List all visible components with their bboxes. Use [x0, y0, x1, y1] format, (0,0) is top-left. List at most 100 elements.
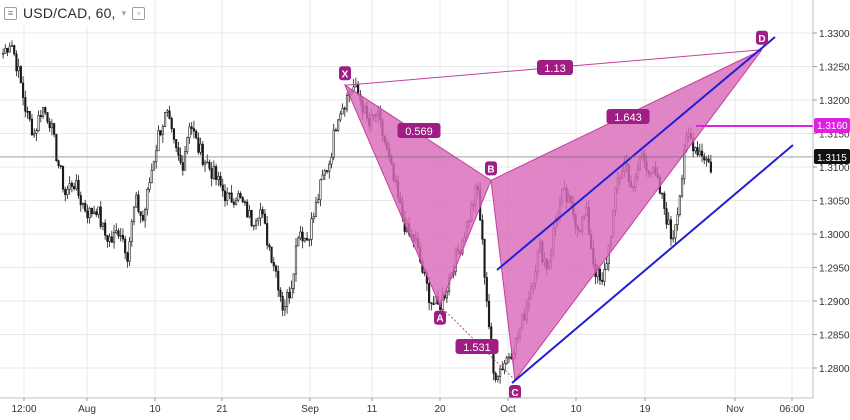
- candle-body: [487, 300, 491, 328]
- price-tick-label: 1.2950: [819, 264, 850, 275]
- candle-body: [188, 126, 191, 139]
- candle-body: [328, 163, 331, 172]
- candle-body: [90, 208, 93, 215]
- candle-body: [73, 186, 76, 190]
- candle-body: [345, 95, 349, 110]
- candle-body: [332, 129, 335, 158]
- candle-body: [110, 236, 113, 243]
- channel-line-upper: [496, 36, 776, 271]
- candle-body: [321, 174, 324, 181]
- price-axis[interactable]: [813, 0, 850, 415]
- ratio-label: 1.531: [463, 342, 491, 354]
- ratio-label-bg: [397, 123, 441, 138]
- candle-body: [13, 45, 16, 55]
- hamburger-icon[interactable]: ≡: [4, 6, 17, 20]
- time-tick-label: 10: [149, 404, 161, 415]
- candle-body: [117, 230, 120, 237]
- candle-body: [698, 150, 701, 156]
- candle-body: [128, 241, 131, 262]
- candle-body: [696, 147, 699, 156]
- candle-body: [104, 222, 107, 236]
- candle-body: [68, 183, 71, 190]
- candle-body: [598, 268, 602, 281]
- candle-body: [263, 213, 266, 224]
- candle-body: [241, 197, 244, 203]
- candle-body: [6, 47, 9, 53]
- candle-body: [250, 210, 253, 226]
- candle-body: [4, 47, 7, 54]
- candle-body: [157, 130, 160, 152]
- candle-body: [235, 199, 238, 205]
- harmonic-triangle-bcd: [490, 49, 763, 382]
- price-tick-label: 1.3200: [819, 96, 850, 107]
- time-tick-label: Nov: [726, 404, 744, 415]
- candle-body: [341, 107, 344, 115]
- point-label-bg: [434, 310, 446, 325]
- candle-body: [274, 265, 278, 272]
- candle-body: [57, 160, 60, 166]
- candle-body: [179, 154, 182, 163]
- point-label: D: [758, 34, 765, 45]
- candle-body: [663, 193, 666, 209]
- candle-body: [221, 184, 224, 192]
- candle-body: [306, 238, 309, 241]
- candle-body: [159, 130, 162, 136]
- candle-body: [228, 192, 231, 195]
- chevron-down-icon[interactable]: ▾: [121, 7, 127, 18]
- candle-body: [301, 231, 304, 242]
- candle-body: [64, 188, 67, 196]
- square-settings-icon[interactable]: ▫: [132, 6, 146, 20]
- symbol-title[interactable]: USD/CAD, 60,: [23, 5, 116, 21]
- candle-body: [37, 115, 40, 131]
- candle-body: [243, 201, 247, 204]
- candle-body: [148, 182, 151, 190]
- candle-body: [261, 209, 264, 215]
- candle-body: [77, 179, 80, 196]
- candle-body: [139, 211, 142, 216]
- candle-body: [430, 302, 433, 304]
- ratio-label: 1.643: [614, 112, 642, 124]
- candle-body: [337, 119, 340, 131]
- candle-body: [22, 82, 25, 98]
- candle-body: [281, 296, 284, 311]
- candle-body: [210, 168, 213, 179]
- time-tick-label: 20: [434, 404, 446, 415]
- candle-body: [605, 263, 608, 270]
- candle-body: [115, 230, 118, 233]
- price-tick-label: 1.3050: [819, 197, 850, 208]
- candle-body: [150, 169, 153, 183]
- candle-body: [53, 123, 56, 135]
- candle-body: [286, 292, 289, 307]
- candle-body: [146, 188, 149, 210]
- candle-body: [2, 52, 5, 55]
- candle-body: [248, 210, 251, 218]
- candle-body: [192, 128, 195, 132]
- candle-body: [48, 121, 51, 129]
- price-tick-label: 1.3250: [819, 63, 850, 74]
- candle-body: [268, 244, 271, 248]
- candle-body: [186, 137, 189, 152]
- time-tick-label: 10: [570, 404, 582, 415]
- candle-body: [152, 161, 156, 171]
- candle-body: [266, 223, 269, 246]
- time-tick-label: 06:00: [779, 404, 804, 415]
- candle-body: [15, 53, 18, 72]
- candle-body: [339, 113, 342, 121]
- time-tick-label: Aug: [78, 404, 96, 415]
- candle-body: [86, 210, 89, 219]
- chart-header: ≡ USD/CAD, 60, ▾ ▫: [0, 0, 146, 26]
- candle-body: [314, 201, 318, 217]
- candle-body: [703, 155, 706, 161]
- price-tick-label: 1.3000: [819, 230, 850, 241]
- time-axis[interactable]: [0, 398, 850, 415]
- candle-body: [93, 211, 96, 215]
- candle-body: [603, 269, 606, 282]
- point-label-bg: [339, 66, 351, 81]
- candle-body: [226, 192, 229, 201]
- candle-body: [283, 306, 286, 311]
- candle-body: [46, 112, 49, 123]
- price-tick-label: 1.3150: [819, 130, 850, 141]
- harmonic-triangle-xab: [343, 83, 492, 307]
